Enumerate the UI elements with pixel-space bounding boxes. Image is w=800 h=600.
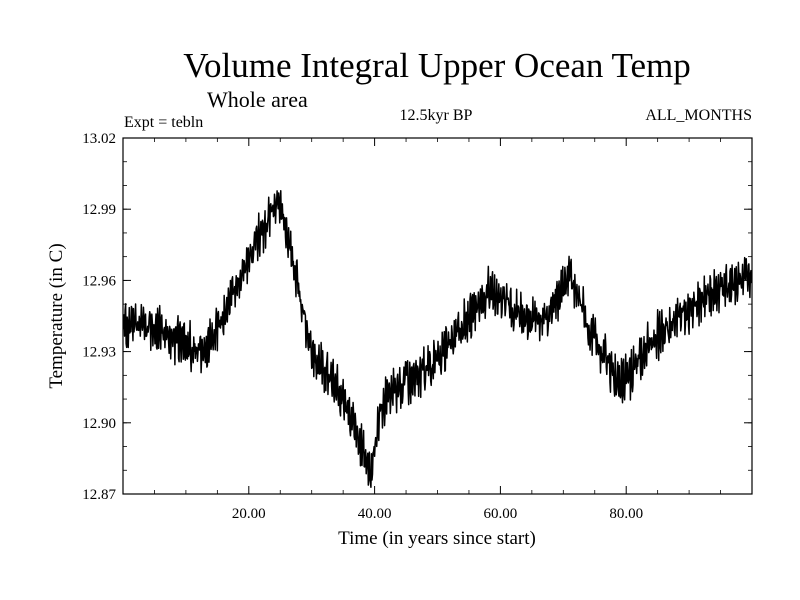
x-axis: 20.00 40.00 60.00 80.00 [154,138,721,522]
experiment-label: Expt = tebln [124,114,203,131]
months-label: ALL_MONTHS [645,107,752,124]
y-tick-label: 12.87 [82,487,116,503]
period-label: 12.5kyr BP [400,107,473,124]
y-axis: 12.87 12.90 12.93 12.96 12.99 13.02 [82,131,752,503]
y-tick-label: 13.02 [82,131,116,147]
x-axis-label: Time (in years since start) [338,528,536,549]
y-axis-label: Temperature (in C) [46,243,67,388]
x-tick-label: 20.00 [232,506,266,522]
y-tick-label: 12.90 [82,416,116,432]
y-tick-label: 12.96 [82,273,116,289]
y-tick-label: 12.99 [82,202,116,218]
series-line [123,190,752,488]
x-tick-label: 60.00 [484,506,518,522]
x-tick-label: 40.00 [358,506,392,522]
chart-subtitle: Whole area [207,87,308,112]
series-group [123,190,752,488]
x-tick-label: 80.00 [609,506,643,522]
plot-frame [122,137,753,495]
y-tick-label: 12.93 [82,345,116,361]
chart-title: Volume Integral Upper Ocean Temp [183,46,690,85]
